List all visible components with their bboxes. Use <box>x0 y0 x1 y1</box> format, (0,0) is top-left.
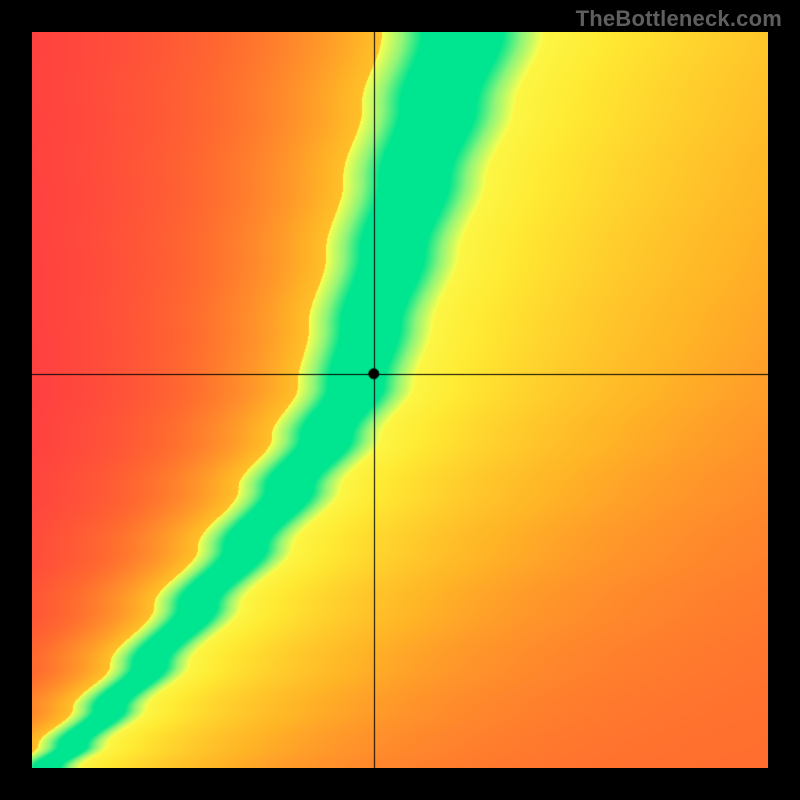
heatmap-canvas <box>32 32 768 768</box>
watermark-text: TheBottleneck.com <box>576 6 782 32</box>
chart-frame: TheBottleneck.com <box>0 0 800 800</box>
plot-area <box>32 32 768 768</box>
